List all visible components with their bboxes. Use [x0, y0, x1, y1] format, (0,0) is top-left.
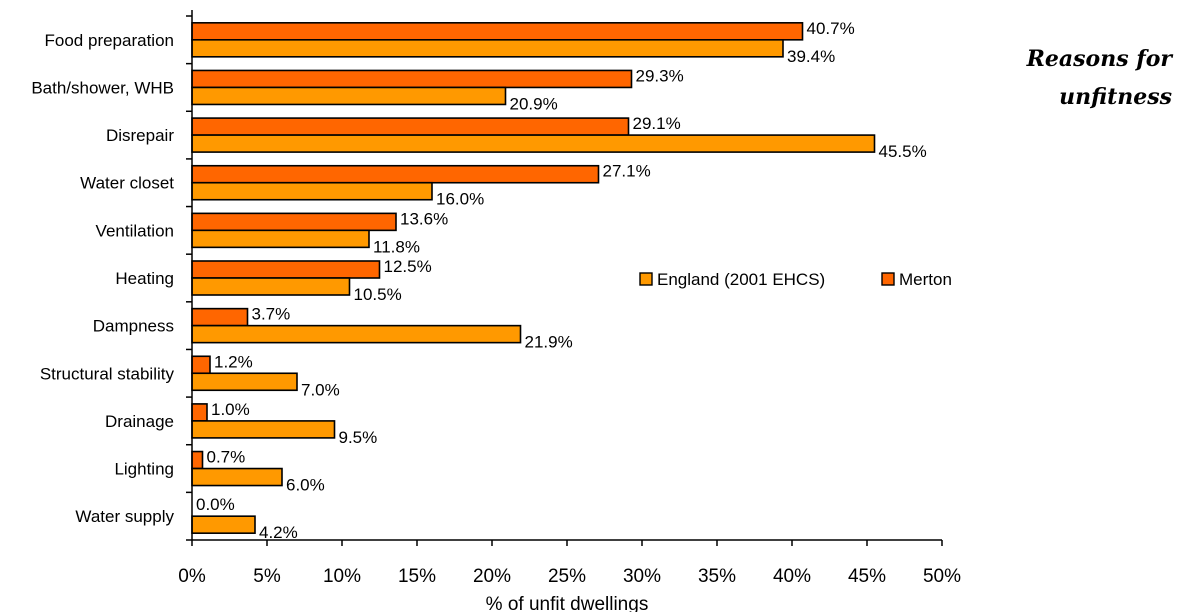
data-label: 1.2%	[214, 352, 253, 371]
legend-swatch	[639, 272, 653, 286]
x-tick-label: 30%	[623, 566, 661, 587]
bar-england	[191, 86, 507, 106]
category-label: Food preparation	[45, 31, 174, 50]
x-tick-label: 20%	[473, 566, 511, 587]
category-label: Bath/shower, WHB	[31, 78, 174, 97]
data-label: 11.8%	[373, 237, 420, 256]
bar-merton	[191, 212, 397, 232]
bar-england	[191, 515, 256, 534]
category-label: Structural stability	[40, 364, 175, 383]
data-label: 20.9%	[510, 94, 558, 113]
side-title-line2: unfitness	[1059, 84, 1172, 110]
bar-england	[191, 467, 283, 487]
data-label: 29.3%	[636, 66, 684, 85]
x-tick-label: 25%	[548, 566, 586, 587]
data-label: 3.7%	[252, 305, 291, 324]
data-label: 0.0%	[196, 495, 235, 514]
x-tick-label: 35%	[698, 566, 736, 587]
category-label: Water closet	[80, 174, 174, 193]
category-label: Disrepair	[106, 126, 174, 145]
data-label: 6.0%	[286, 476, 325, 495]
side-title-line1: Reasons for	[1026, 46, 1172, 72]
x-tick-label: 50%	[923, 566, 961, 587]
x-tick-label: 40%	[773, 566, 811, 587]
bar-england	[191, 181, 433, 201]
bar-merton	[191, 117, 630, 136]
bar-merton	[191, 450, 204, 470]
data-label: 0.7%	[207, 448, 246, 467]
bar-england	[191, 277, 351, 296]
category-label: Lighting	[114, 460, 174, 479]
data-label: 21.9%	[525, 333, 573, 352]
bar-merton	[191, 307, 249, 327]
legend-swatch	[881, 272, 895, 286]
data-label: 10.5%	[354, 285, 402, 304]
legend-label: England (2001 EHCS)	[657, 270, 825, 289]
x-axis-title: % of unfit dwellings	[486, 594, 649, 612]
data-label: 27.1%	[603, 162, 651, 181]
legend-label: Merton	[899, 270, 952, 289]
data-label: 7.0%	[301, 380, 340, 399]
bar-england	[191, 229, 370, 249]
data-label: 39.4%	[787, 47, 835, 66]
bar-england	[191, 372, 298, 392]
x-tick-label: 0%	[178, 566, 206, 587]
data-label: 45.5%	[879, 142, 927, 161]
data-label: 40.7%	[807, 19, 855, 38]
bar-merton	[191, 69, 633, 89]
data-label: 16.0%	[436, 190, 484, 209]
bar-england	[191, 39, 784, 58]
bar-merton	[191, 260, 381, 279]
bar-merton	[191, 355, 211, 375]
bar-england	[191, 324, 522, 344]
bar-merton	[191, 403, 208, 422]
x-tick-label: 45%	[848, 566, 886, 587]
category-label: Heating	[115, 269, 174, 288]
x-tick-label: 10%	[323, 566, 361, 587]
category-label: Water supply	[75, 507, 174, 526]
bar-england	[191, 134, 876, 153]
data-label: 12.5%	[384, 257, 432, 276]
side-title: Reasons for unfitness	[972, 40, 1172, 116]
bar-merton	[191, 164, 600, 184]
data-label: 29.1%	[633, 114, 681, 133]
data-label: 4.2%	[259, 523, 298, 542]
data-label: 13.6%	[400, 209, 448, 228]
bar-england	[191, 420, 336, 439]
data-label: 1.0%	[211, 400, 250, 419]
x-tick-label: 5%	[253, 566, 281, 587]
category-label: Drainage	[105, 412, 174, 431]
category-label: Ventilation	[96, 221, 174, 240]
bar-merton	[191, 22, 804, 41]
x-tick-label: 15%	[398, 566, 436, 587]
category-label: Dampness	[93, 317, 174, 336]
data-label: 9.5%	[339, 428, 378, 447]
